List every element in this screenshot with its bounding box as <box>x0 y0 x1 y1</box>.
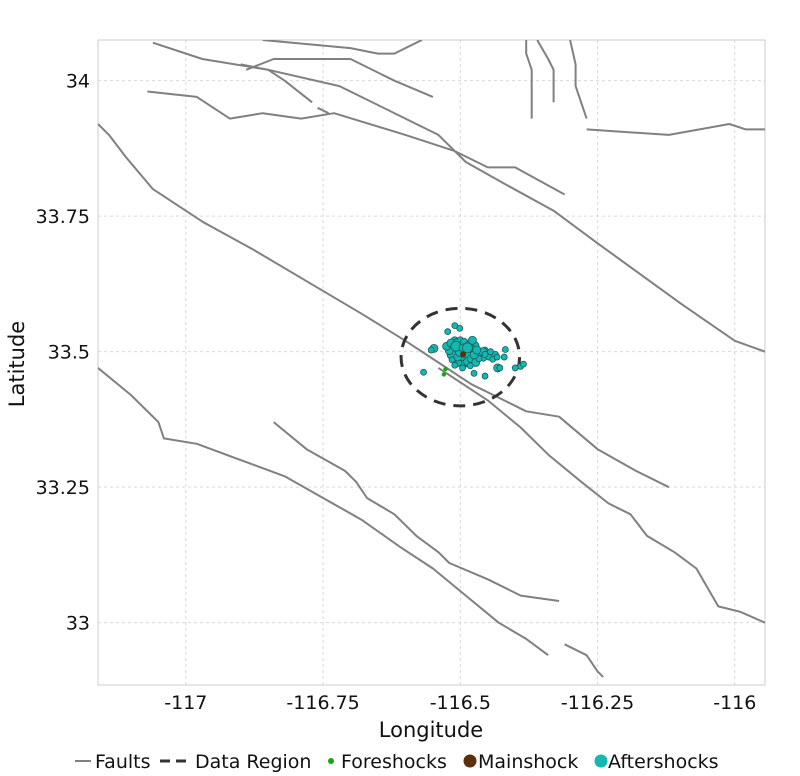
legend-label-region: Data Region <box>195 751 311 773</box>
fault-line <box>98 123 670 489</box>
aftershock-point <box>451 322 459 330</box>
mainshock-point <box>460 351 467 358</box>
plot-frame <box>97 39 766 686</box>
fault-line <box>240 63 313 104</box>
data-region-circle <box>399 306 522 408</box>
aftershock-point <box>501 346 509 353</box>
legend-key-aftershocks <box>594 754 608 768</box>
aftershock-point <box>481 372 489 380</box>
earthquakes-layer <box>420 322 527 380</box>
fault-line <box>273 421 560 602</box>
faults-layer <box>98 40 765 678</box>
legend-key-foreshocks <box>328 758 334 764</box>
legend-label-foreshocks: Foreshocks <box>341 751 447 773</box>
aftershock-point <box>520 360 527 368</box>
fault-line <box>569 40 588 119</box>
aftershock-point <box>487 348 494 356</box>
fault-line <box>437 367 765 624</box>
fault-line <box>564 643 604 678</box>
fault-line <box>245 58 434 98</box>
legend-label-faults: Faults <box>95 751 151 773</box>
x-axis-title: Longitude <box>379 718 483 742</box>
aftershock-point <box>481 350 489 358</box>
aftershock-point <box>444 328 452 336</box>
foreshock-point <box>443 366 448 372</box>
x-tick-label: -116.5 <box>430 692 491 714</box>
fault-line <box>152 41 765 353</box>
y-tick-label: 33 <box>66 613 90 635</box>
x-tick-label: -116.75 <box>286 692 359 714</box>
fault-line <box>147 90 566 196</box>
y-axis-title: Latitude <box>5 321 29 407</box>
aftershock-point <box>462 342 473 354</box>
grid <box>98 40 765 685</box>
y-tick-label: 34 <box>66 71 90 93</box>
fault-line <box>262 40 423 55</box>
x-tick-label: -117 <box>164 692 207 714</box>
legend: Faults Data Region Foreshocks Mainshock Afte… <box>75 751 719 773</box>
fault-line <box>525 40 533 119</box>
fault-line <box>98 367 549 657</box>
data-region-layer <box>399 306 522 408</box>
x-tick-label: -116 <box>713 692 756 714</box>
aftershock-point <box>451 361 459 369</box>
aftershock-point <box>427 346 435 354</box>
aftershock-point <box>511 364 519 372</box>
aftershock-point <box>467 335 477 345</box>
aftershock-point <box>459 364 466 372</box>
x-tick-label: -116.25 <box>561 692 634 714</box>
aftershock-point <box>470 369 478 377</box>
fault-line <box>317 106 330 115</box>
legend-label-aftershocks: Aftershocks <box>608 751 719 773</box>
aftershock-point <box>466 362 474 370</box>
legend-key-mainshock <box>463 754 477 768</box>
aftershock-point <box>493 353 501 361</box>
fault-line <box>586 123 765 136</box>
foreshock-point <box>441 372 447 377</box>
y-tick-label: 33.75 <box>36 206 90 228</box>
fault-line <box>536 40 555 103</box>
legend-label-mainshock: Mainshock <box>478 751 578 773</box>
aftershock-point <box>472 345 482 355</box>
aftershock-point <box>420 368 427 376</box>
aftershock-point <box>500 353 508 361</box>
aftershock-point <box>496 364 504 372</box>
y-tick-label: 33.5 <box>48 342 90 364</box>
axis-ticks: -117 -116.75 -116.5 -116.25 -116 33 33.25 33.5 3… <box>36 71 757 714</box>
aftershock-point <box>448 356 456 364</box>
y-tick-label: 33.25 <box>36 477 90 499</box>
